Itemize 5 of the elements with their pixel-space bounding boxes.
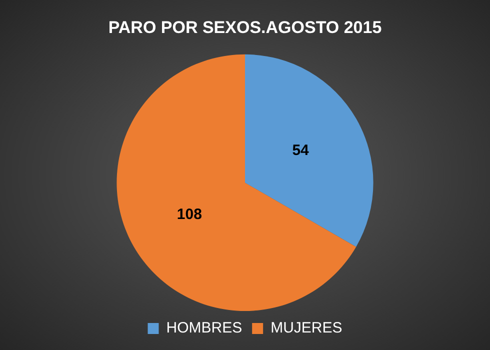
legend-label: HOMBRES xyxy=(166,320,242,337)
legend-label: MUJERES xyxy=(270,320,342,337)
data-label: 54 xyxy=(292,142,310,159)
chart-title: PARO POR SEXOS.AGOSTO 2015 xyxy=(108,18,382,37)
data-label: 108 xyxy=(176,206,202,223)
